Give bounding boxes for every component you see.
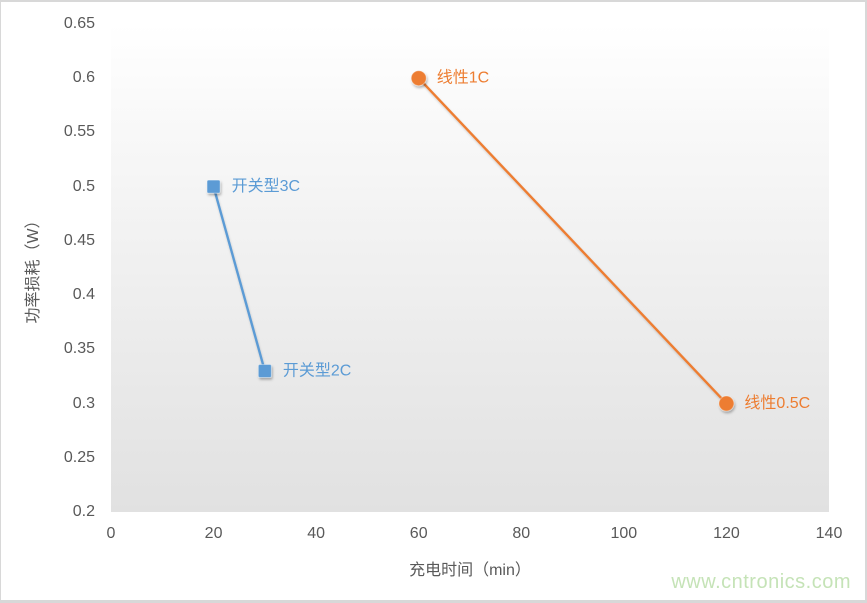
x-axis-tick-label: 40 xyxy=(307,525,326,542)
data-point-label: 开关型2C xyxy=(283,362,351,380)
y-axis-tick-label: 0.25 xyxy=(63,448,95,466)
x-axis-tick-label: 20 xyxy=(204,525,223,542)
y-axis-tick-label: 0.3 xyxy=(72,394,95,412)
x-axis-tick-labels: 0 20 40 60 80 100 120 140 xyxy=(1,525,865,546)
x-axis-tick-label: 80 xyxy=(512,525,531,542)
y-axis-tick-label: 0.65 xyxy=(63,15,95,32)
data-point-marker xyxy=(410,70,427,87)
y-axis-tick-label: 0.45 xyxy=(63,231,95,249)
x-axis-title: 充电时间（min） xyxy=(409,562,531,579)
y-axis-tick-label: 0.2 xyxy=(72,503,95,520)
y-axis-title: 功率损耗（W） xyxy=(25,212,42,324)
y-axis-tick-label: 0.5 xyxy=(72,177,95,195)
data-point-label: 开关型3C xyxy=(232,177,300,195)
data-point-label: 线性0.5C xyxy=(744,394,810,412)
y-axis-tick-labels: 0.2 0.25 0.3 0.35 0.4 0.45 0.5 0.55 0.6 0.65 xyxy=(1,2,95,600)
x-axis-tick-label: 140 xyxy=(815,525,843,542)
x-axis-tick-label: 60 xyxy=(409,525,428,542)
y-axis-tick-label: 0.6 xyxy=(72,69,95,87)
x-axis-tick-label: 120 xyxy=(713,525,740,542)
x-axis-tick-label: 0 xyxy=(106,525,116,542)
y-axis-tick-label: 0.4 xyxy=(72,286,95,304)
data-point-marker xyxy=(257,364,272,379)
data-point-label: 线性1C xyxy=(437,69,489,87)
y-axis-tick-label: 0.35 xyxy=(63,340,95,358)
data-point-marker xyxy=(718,395,735,412)
watermark: www.cntronics.com xyxy=(671,571,851,593)
y-axis-tick-label: 0.55 xyxy=(63,123,95,141)
data-point-marker xyxy=(206,179,221,194)
series-line xyxy=(417,77,728,405)
plot-area xyxy=(111,24,829,512)
series-line xyxy=(212,186,267,372)
x-axis-tick-label: 100 xyxy=(610,525,638,542)
